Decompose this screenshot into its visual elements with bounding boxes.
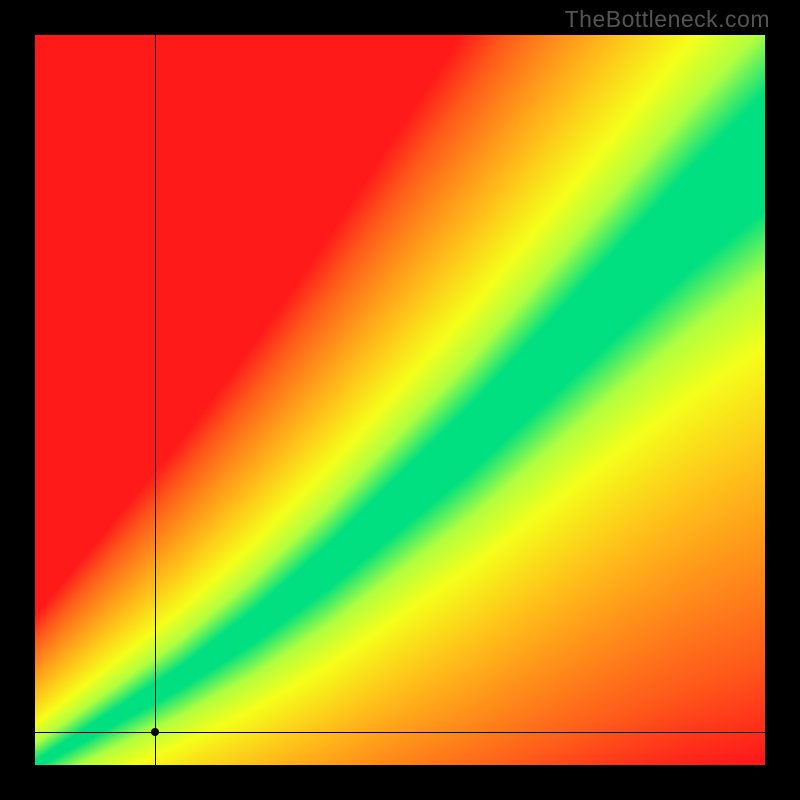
crosshair-horizontal (35, 732, 765, 733)
crosshair-vertical (155, 35, 156, 765)
watermark: TheBottleneck.com (565, 6, 770, 33)
crosshair-marker (151, 728, 159, 736)
heatmap-canvas (35, 35, 765, 765)
bottleneck-heatmap (35, 35, 765, 765)
